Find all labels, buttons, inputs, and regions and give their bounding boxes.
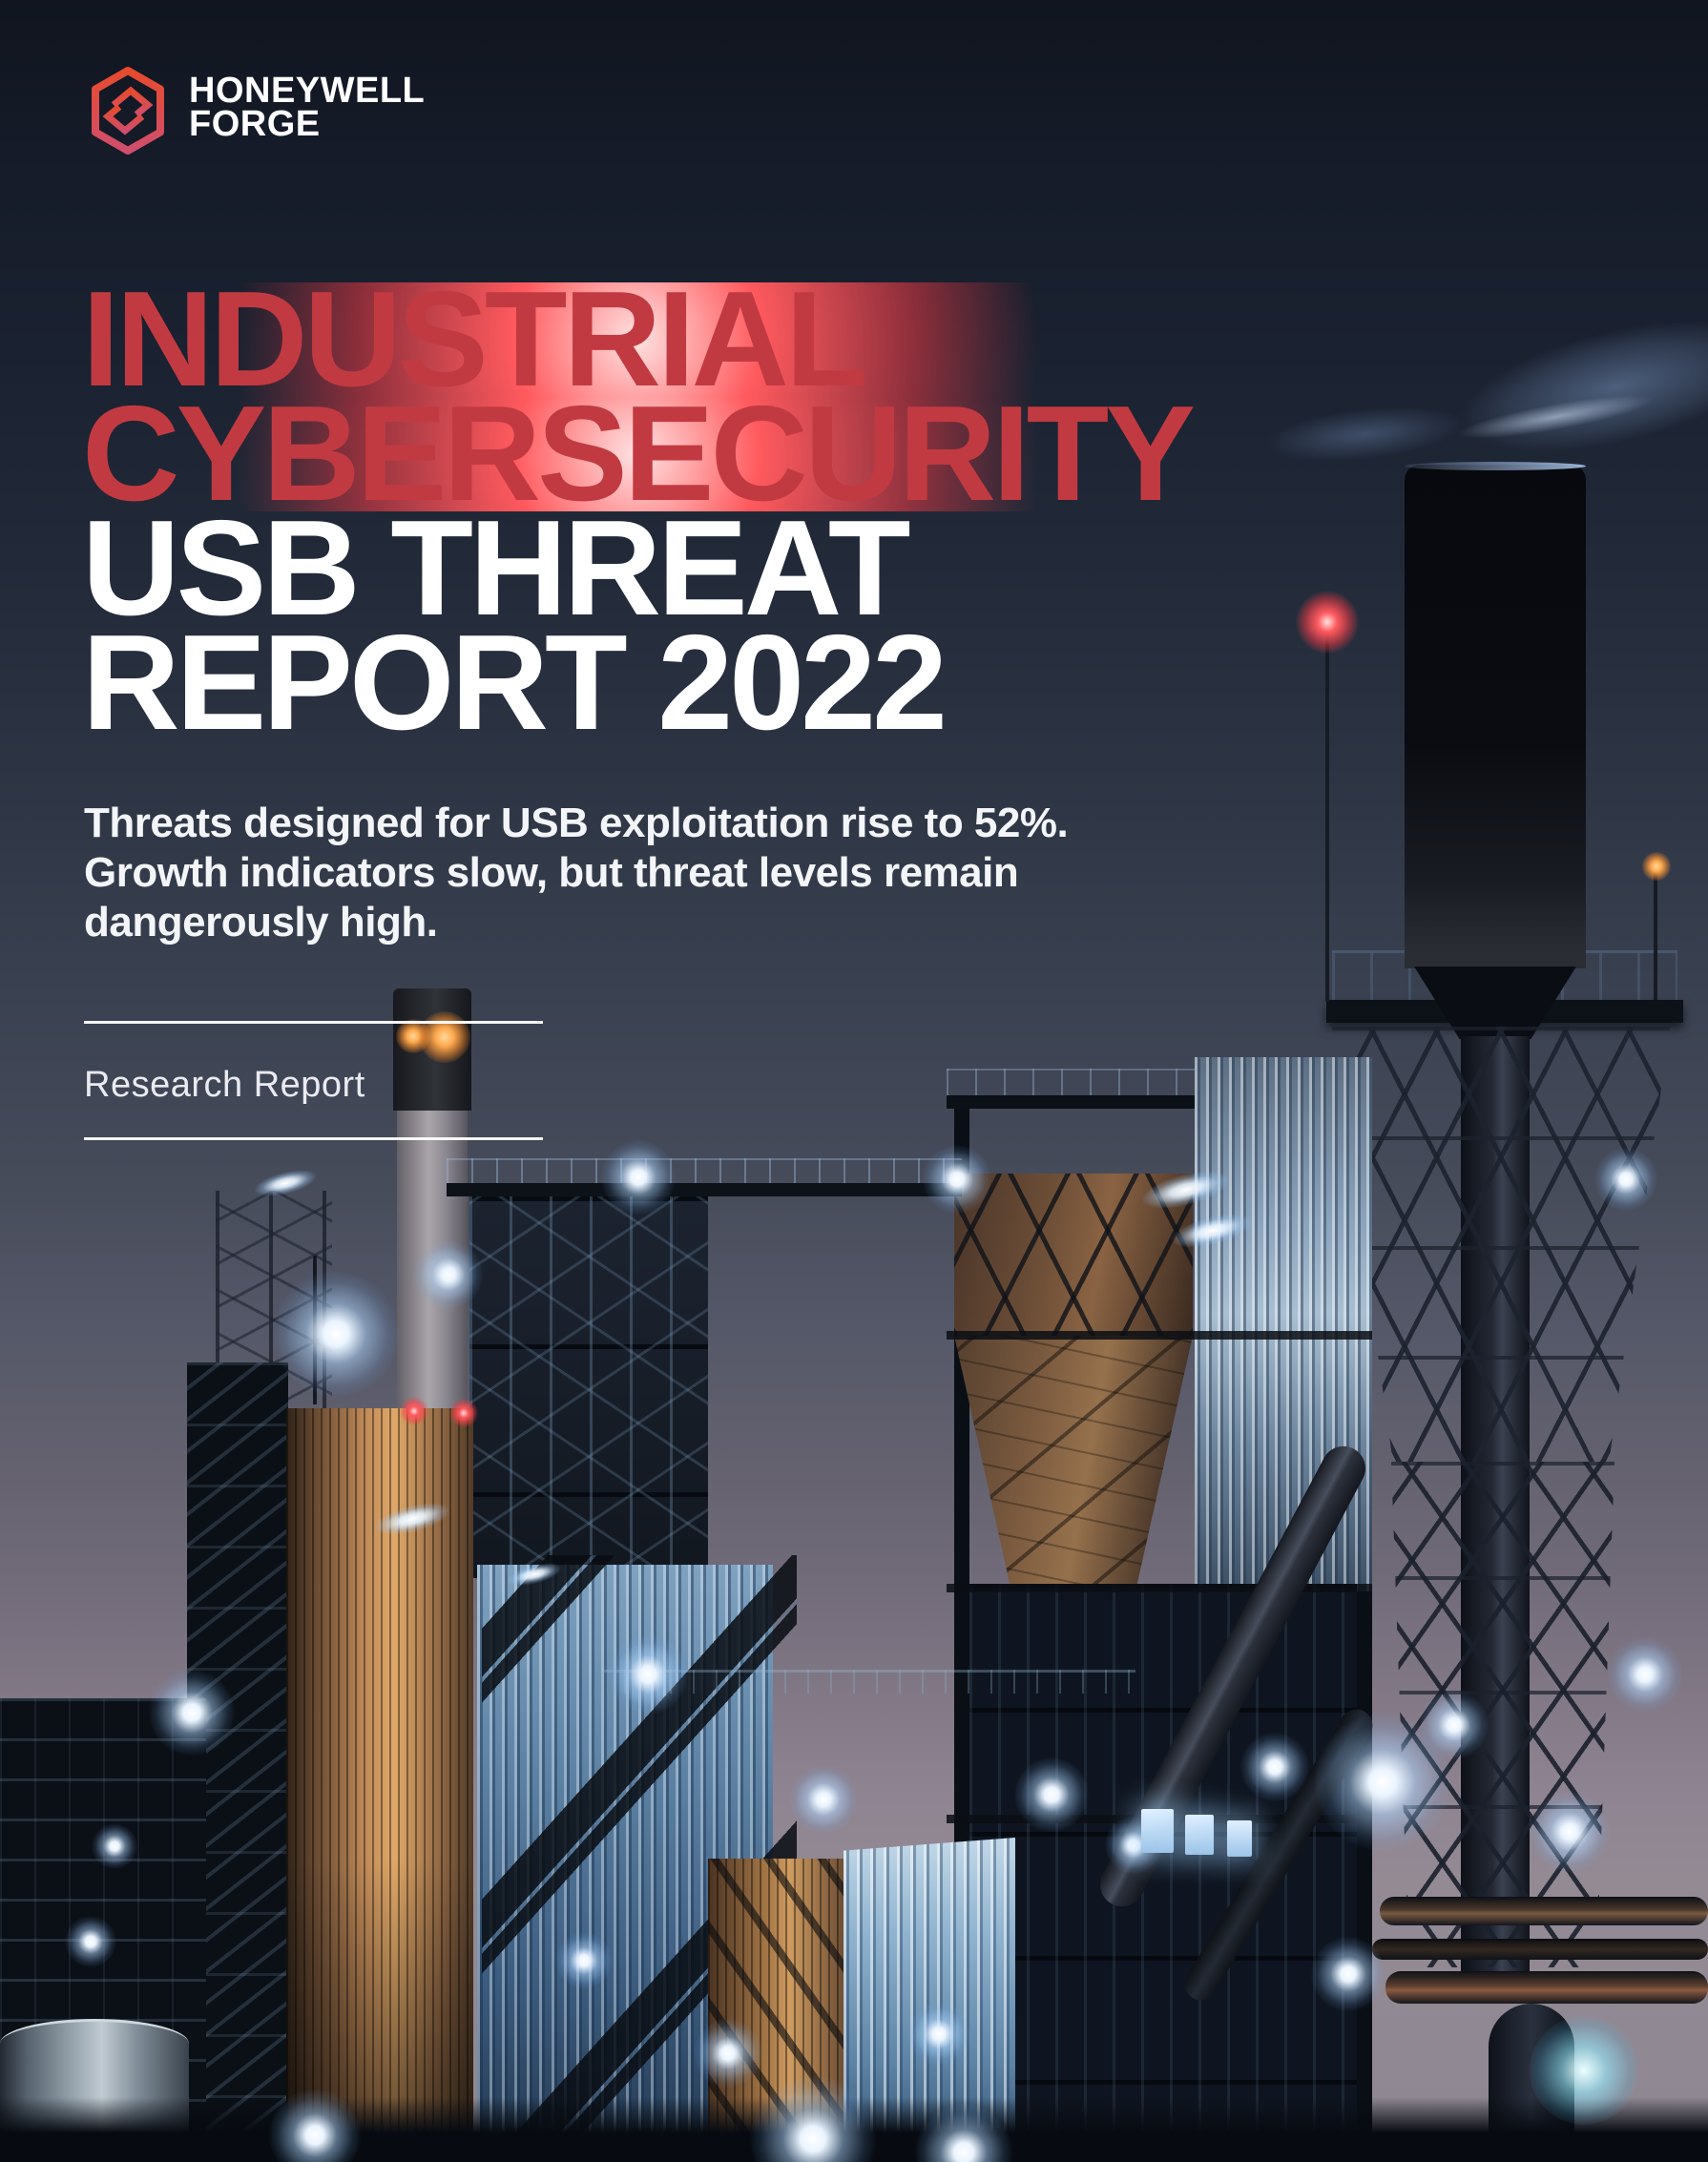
report-title-line-2: CYBERSECURITY (82, 378, 1196, 530)
report-title-line-1: INDUSTRIAL (82, 272, 1193, 407)
horizontal-pipe (1380, 1897, 1708, 1925)
process-structure (969, 1584, 1357, 2162)
dot-light (923, 1145, 991, 1214)
subtitle-line: dangerously high. (84, 899, 438, 946)
red-light (1296, 591, 1359, 654)
report-title-line-4: REPORT 2022 (82, 607, 948, 759)
dot-light (1594, 1148, 1657, 1211)
brand-line: HONEYWELL (189, 71, 426, 111)
red-light (400, 1397, 428, 1425)
honeywell-forge-logo: HONEYWELL FORGE (88, 67, 425, 159)
honeywell-forge-hexagon-icon (88, 67, 168, 159)
red-light (449, 1399, 478, 1427)
platform-railing (447, 1158, 962, 1185)
dot-light (694, 2019, 762, 2088)
scaffold-tower (469, 1196, 708, 1578)
cyan-light (1530, 2016, 1638, 2125)
lattice-truss (1332, 1027, 1670, 1462)
pipe-rack (1372, 1864, 1708, 2162)
platform-deck (447, 1183, 962, 1196)
flare-stack-vessel (1405, 465, 1586, 968)
beacon-pole (1325, 630, 1329, 1002)
brand-line: FORGE (189, 104, 321, 144)
lit-window (1185, 1815, 1214, 1855)
cross-beam (947, 1584, 1372, 1592)
dot-light (555, 1932, 613, 1989)
dot-light (907, 2003, 970, 2066)
dot-light (1240, 1733, 1309, 1801)
dot-light (601, 1140, 676, 1215)
report-title-line-3: USB THREAT (82, 492, 911, 644)
report-type-label: Research Report (84, 1065, 365, 1105)
amber-light (419, 1011, 470, 1063)
dot-light (65, 1916, 116, 1967)
dot-light (1014, 1757, 1089, 1832)
dot-light (149, 1670, 235, 1756)
cross-beam (947, 1331, 1372, 1340)
dot-light (1420, 1691, 1489, 1759)
dot-light (608, 1634, 688, 1715)
dot-light (92, 1823, 137, 1869)
divider-rule (84, 1021, 543, 1024)
dot-light (1530, 1792, 1610, 1872)
lit-window (1141, 1809, 1174, 1853)
dot-light (789, 1765, 858, 1834)
horizontal-pipe (1385, 1971, 1708, 2004)
antenna-mast (1654, 870, 1657, 1000)
dot-light (1608, 1637, 1682, 1712)
dot-light (414, 1240, 483, 1309)
dot-light (1311, 1937, 1385, 2011)
subtitle-line: Growth indicators slow, but threat level… (84, 849, 1019, 896)
amber-light (1642, 852, 1671, 881)
dot-light (269, 2089, 361, 2162)
walkway-railing (601, 1670, 1135, 1694)
dot-light (273, 1271, 399, 1397)
subtitle-line: Threats designed for USB exploitation ri… (84, 800, 1069, 846)
brand-wordmark: HONEYWELL FORGE (189, 67, 426, 144)
divider-rule (84, 1137, 543, 1140)
report-title: INDUSTRIAL CYBERSECURITY USB THREAT REPO… (82, 272, 1196, 759)
lit-window (1227, 1820, 1252, 1857)
flare-stack-rim (1405, 462, 1586, 470)
report-subtitle: Threats designed for USB exploitation ri… (84, 799, 1069, 947)
horizontal-pipe (1372, 1939, 1708, 1960)
